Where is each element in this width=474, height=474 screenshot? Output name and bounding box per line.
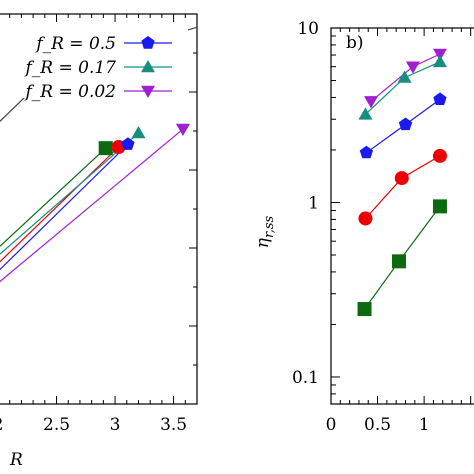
right-plot-frame	[330, 27, 474, 405]
legend-label: f_R = 0.5	[34, 34, 116, 54]
left-x-tick-label: 2.5	[43, 415, 70, 435]
right-data-point	[432, 54, 447, 68]
legend-label: f_R = 0.02	[24, 82, 117, 102]
right-x-tick-label: 0	[326, 415, 337, 435]
right-data-point	[432, 199, 447, 214]
left-series-line	[0, 132, 139, 255]
left-series-line	[0, 146, 120, 263]
legend: f_R = 0.5 f_R = 0.17 f_R = 0.02	[0, 28, 188, 102]
right-data-point	[391, 254, 406, 269]
right-series-line	[365, 61, 441, 115]
left-x-tick-label: 2	[0, 415, 3, 435]
right-series-line	[365, 155, 441, 219]
left-x-axis-label: R	[9, 450, 23, 470]
right-x-tick-label: 1	[419, 415, 430, 435]
right-x-tick-labels: 0 0.5 1	[326, 415, 430, 435]
right-y-tick-label: 0.1	[292, 368, 319, 388]
left-x-tick-label: 3.5	[160, 415, 187, 435]
left-data-point	[98, 141, 113, 156]
right-data-point	[397, 70, 412, 83]
right-data-point	[394, 171, 409, 186]
right-data-point	[432, 148, 447, 163]
right-data-point	[398, 117, 413, 131]
left-data-point	[175, 123, 190, 137]
panel-label-b: b)	[346, 33, 364, 53]
right-y-tick-label: 10	[297, 19, 319, 39]
left-data-point	[121, 137, 135, 150]
legend-marker	[141, 60, 155, 73]
left-series-line	[0, 128, 184, 283]
legend-marker	[141, 36, 155, 49]
right-data-point	[433, 92, 447, 105]
right-ticks	[330, 27, 472, 405]
left-x-tick-label: 3	[110, 415, 121, 435]
right-x-tick-label: 0.5	[364, 415, 391, 435]
legend-marker	[141, 85, 155, 98]
right-data-point	[358, 107, 373, 120]
right-data-point	[358, 211, 373, 226]
left-data-point	[131, 125, 146, 139]
left-panel: 2 2.5 3 3.5 R f_R = 0.5 f_R = 0.17 f_R = 0.02	[0, 13, 198, 470]
right-data-point	[405, 61, 420, 74]
left-ticks	[9, 14, 198, 404]
right-data-point	[359, 145, 373, 159]
right-data-point	[364, 96, 379, 109]
legend-label: f_R = 0.17	[24, 58, 117, 78]
right-y-tick-labels: 10 1 0.1	[292, 19, 319, 388]
left-x-tick-labels: 2 2.5 3 3.5	[0, 415, 187, 435]
right-data-point	[357, 302, 372, 317]
left-series-line	[0, 143, 129, 271]
right-y-tick-label: 1	[308, 193, 319, 213]
left-series-line	[0, 147, 107, 247]
right-y-axis-label: ηr,ss	[253, 215, 277, 248]
right-series-markers	[357, 48, 447, 317]
legend-background	[0, 28, 188, 98]
